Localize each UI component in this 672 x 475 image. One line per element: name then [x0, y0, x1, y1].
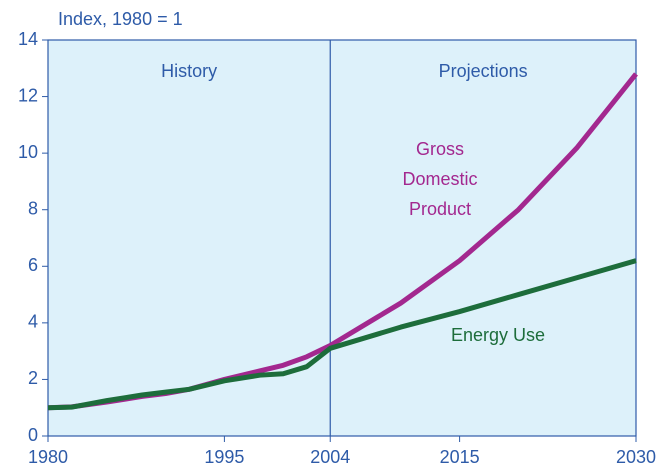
x-tick-label: 2015: [440, 447, 480, 467]
y-tick-label: 6: [28, 255, 38, 275]
y-tick-label: 0: [28, 425, 38, 445]
y-tick-label: 4: [28, 312, 38, 332]
y-tick-label: 2: [28, 368, 38, 388]
x-tick-label: 1980: [28, 447, 68, 467]
series-label-line: Gross: [416, 139, 464, 159]
series-line: [47, 258, 637, 411]
series-label-line: Product: [409, 199, 471, 219]
y-axis-label: Index, 1980 = 1: [58, 9, 183, 29]
y-tick-label: 12: [18, 85, 38, 105]
region-label: History: [161, 61, 217, 81]
y-tick-label: 14: [18, 29, 38, 49]
y-tick-label: 10: [18, 142, 38, 162]
x-tick-label: 2030: [616, 447, 656, 467]
region-label: Projections: [439, 61, 528, 81]
series-label: Energy Use: [451, 325, 545, 345]
plot-area: [47, 39, 637, 437]
series-label: Gross Domestic Product: [402, 139, 477, 219]
x-tick-label: 1995: [204, 447, 244, 467]
y-tick-label: 8: [28, 198, 38, 218]
x-tick-label: 2004: [310, 447, 350, 467]
series-label-line: Domestic: [402, 169, 477, 189]
